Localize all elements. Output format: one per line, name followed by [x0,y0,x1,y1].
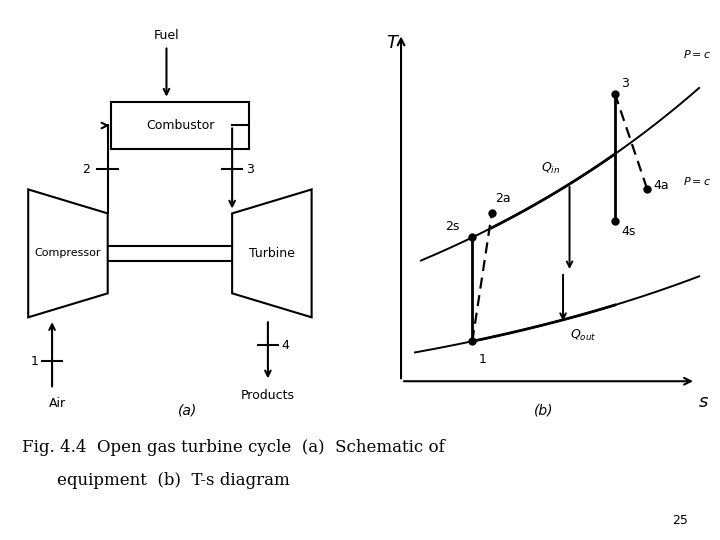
Text: Fig. 4.4  Open gas turbine cycle  (a)  Schematic of: Fig. 4.4 Open gas turbine cycle (a) Sche… [22,440,444,456]
Text: equipment  (b)  T-s diagram: equipment (b) T-s diagram [36,472,289,489]
Text: 3: 3 [621,77,629,90]
Text: 4s: 4s [621,225,636,238]
Text: 4a: 4a [654,179,670,192]
Text: (b): (b) [534,403,554,417]
Polygon shape [232,190,312,318]
Polygon shape [28,190,108,318]
Text: (a): (a) [178,403,197,417]
Text: $P = c$: $P = c$ [683,48,711,59]
Text: Fuel: Fuel [153,29,179,42]
Text: Combustor: Combustor [146,119,215,132]
Text: Turbine: Turbine [249,247,294,260]
Text: 1: 1 [479,353,487,366]
Text: 3: 3 [246,163,254,176]
Text: Compressor: Compressor [35,248,102,258]
Text: 2s: 2s [445,220,459,233]
Text: $P = c$: $P = c$ [683,176,711,187]
Text: $Q_{in}$: $Q_{in}$ [541,161,560,176]
Bar [111,102,249,150]
Text: 4: 4 [282,339,289,352]
Text: 1: 1 [30,355,38,368]
Text: $Q_{out}$: $Q_{out}$ [570,328,596,343]
Text: 2: 2 [83,163,91,176]
Text: T: T [386,33,397,52]
Text: Air: Air [49,397,66,410]
Text: 25: 25 [672,514,688,526]
Text: Products: Products [241,389,295,402]
Text: s: s [699,393,708,411]
Text: 2a: 2a [495,192,510,205]
